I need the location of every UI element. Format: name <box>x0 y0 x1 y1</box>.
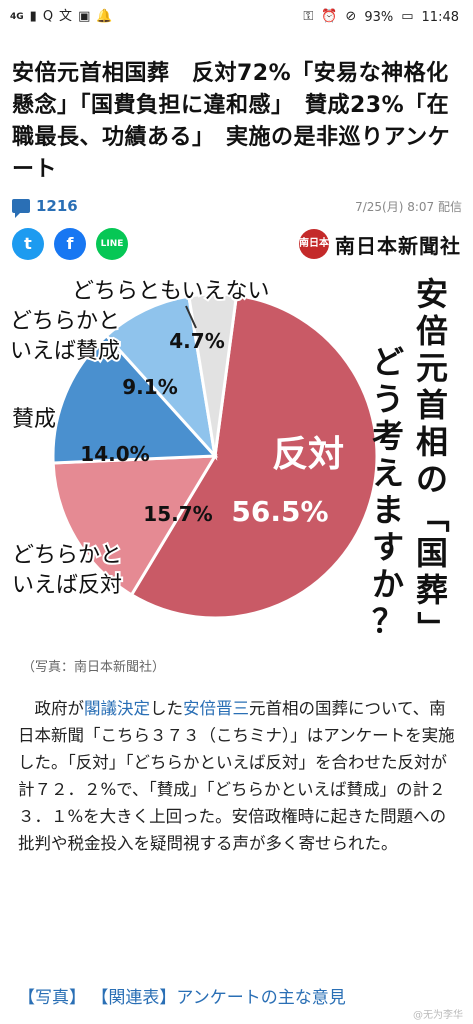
related-links: 【写真】 【関連表】アンケートの主な意見 <box>18 983 346 1008</box>
chart-title-char: う <box>371 380 404 418</box>
chart-title-char: か <box>371 565 404 603</box>
watermark: @无为李华 <box>413 1010 463 1021</box>
chart-title-char: え <box>371 454 404 492</box>
chart-title-char: 国 <box>415 534 448 572</box>
battery-percent: 93% <box>364 9 394 25</box>
slice-value-label: 14.0% <box>80 442 149 466</box>
status-bar: 4G ▮ Q 文 ▣ 🔔 ⚿ ⏰ ⊘ 93% ▭ 11:48 <box>0 0 473 36</box>
chart-title-char: 倍 <box>415 312 448 350</box>
publisher-name[interactable]: 南日本新聞社 <box>335 233 461 258</box>
line-share-button[interactable]: LINE <box>96 228 128 260</box>
related-table-link[interactable]: 【関連表】アンケートの主な意見 <box>91 988 346 1008</box>
pie-chart-image[interactable]: 56.5% 15.7% 14.0% 9.1% 4.7% 反対 どちらかと いえば反対 賛成 どちら… <box>0 266 473 656</box>
chart-title-char: す <box>371 528 404 566</box>
slice-value-label: 9.1% <box>122 375 177 399</box>
slice-value-label: 4.7% <box>169 329 224 353</box>
chart-title-char: 安 <box>415 275 448 313</box>
twitter-share-button[interactable]: t <box>12 228 44 260</box>
article-body: 政府が閣議決定した安倍晋三元首相の国葬について、南日本新聞「こちら３７３（こちミ… <box>18 695 458 857</box>
photo-link[interactable]: 【写真】 <box>18 988 86 1008</box>
maps-app-icon: ▣ <box>78 9 91 24</box>
battery-icon: ▭ <box>401 9 414 24</box>
slice-dochiraka-sansei <box>104 294 218 461</box>
slice-category-label: いえば反対 <box>12 573 122 598</box>
publisher[interactable]: 南日本 南日本新聞社 <box>299 228 461 260</box>
signal-icon: 4G <box>10 12 24 22</box>
body-text: 政府が <box>34 699 85 718</box>
slice-category-label: どちらかと <box>10 309 120 334</box>
publish-date: 7/25(月) 8:07 配信 <box>355 200 462 214</box>
chart-title-char: の <box>415 460 448 498</box>
body-text: した <box>150 699 183 718</box>
comment-count[interactable]: 1216 <box>36 197 78 215</box>
chart-title-char: 「 <box>413 500 452 533</box>
notification-bell-icon: 🔔 <box>96 9 113 24</box>
body-text: 元首相の国葬について、南日本新聞「こちら３７３（こちミナ）」はアンケートを実施し… <box>18 699 455 853</box>
alarm-icon: ⏰ <box>321 9 338 24</box>
leader-line <box>185 305 197 329</box>
key-icon: ⚿ <box>303 9 314 24</box>
slice-category-label: どちらかと <box>12 543 122 568</box>
page-title: 安倍元首相国葬 反対72%「安易な神格化懸念」「国費負担に違和感」 賛成23%「… <box>12 61 451 182</box>
link-cabinet-decision[interactable]: 閣議決定 <box>84 699 150 718</box>
link-abe-shinzo[interactable]: 安倍晋三 <box>183 699 249 718</box>
chart-title-char: ？ <box>371 602 404 640</box>
chart-title-char: 元 <box>415 349 448 387</box>
article-meta: 1216 7/25(月) 8:07 配信 <box>12 195 462 219</box>
slice-category-label: どちらともいえない <box>72 279 270 304</box>
chart-title-column-2: どう考えますか？ <box>366 344 410 640</box>
mute-icon: ⊘ <box>345 9 357 24</box>
slice-value-label: 56.5% <box>231 495 328 528</box>
chart-title-char: ま <box>371 491 404 529</box>
slice-hantai <box>129 293 379 620</box>
slice-sansei <box>51 333 219 465</box>
comment-icon[interactable] <box>12 199 30 218</box>
slice-value-label: 15.7% <box>143 502 212 526</box>
clock: 11:48 <box>421 9 459 25</box>
publisher-logo-icon: 南日本 <box>299 229 329 259</box>
chart-title-column-1: 安倍元首相の「国葬」 <box>410 276 454 646</box>
q-app-icon: Q <box>42 9 54 24</box>
slice-category-label: いえば賛成 <box>10 339 120 364</box>
slice-category-label: 反対 <box>272 434 344 475</box>
photo-caption: （写真：南日本新聞社） <box>22 660 166 675</box>
chart-title-char: 首 <box>415 386 448 424</box>
chart-title-char: 相 <box>415 423 448 461</box>
slice-dochira-tomo <box>187 292 239 457</box>
wifi-icon: ▮ <box>29 9 37 24</box>
slice-category-label: 賛成 <box>12 407 56 432</box>
pie-chart: 56.5%15.7%14.0%9.1%4.7%反対どちらかといえば反対賛成どちら… <box>8 277 379 620</box>
chart-title-char: 葬 <box>415 571 448 609</box>
chart-title-char: 考 <box>371 417 404 455</box>
slice-dochiraka-hantai <box>51 454 218 597</box>
chart-title-char: 」 <box>413 611 452 644</box>
chart-title-char: ど <box>371 343 404 381</box>
translate-app-icon: 文 <box>59 9 73 24</box>
facebook-share-button[interactable]: f <box>54 228 86 260</box>
